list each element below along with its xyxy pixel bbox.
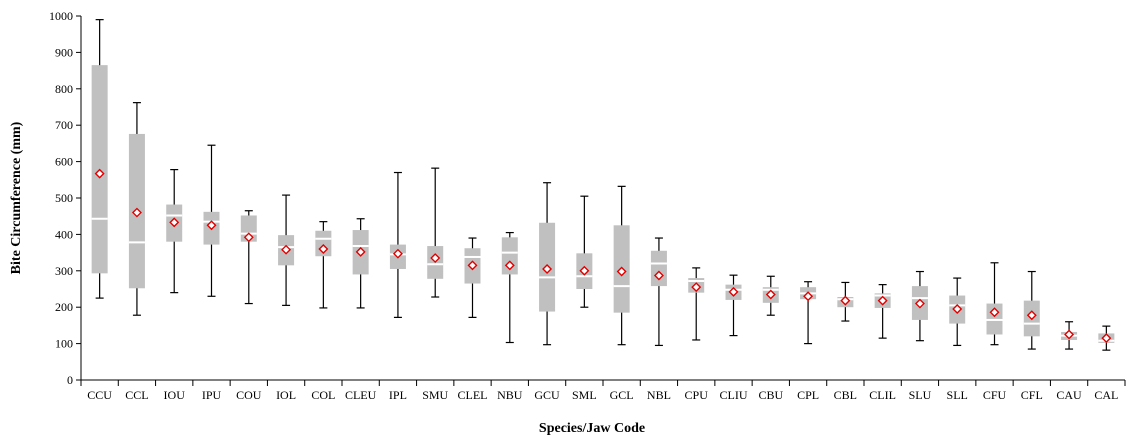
iqr-box — [240, 215, 257, 242]
x-tick-label: CBU — [758, 388, 783, 402]
x-tick-label: SML — [572, 388, 597, 402]
x-tick-label: COL — [311, 388, 335, 402]
mean-marker — [840, 295, 851, 306]
mean-marker — [131, 207, 142, 218]
mean-marker — [691, 282, 702, 293]
mean-marker — [504, 260, 515, 271]
y-tick-label: 800 — [55, 82, 73, 96]
x-tick-label: IPU — [202, 388, 222, 402]
y-tick-label: 1000 — [49, 9, 73, 23]
mean-marker — [877, 295, 888, 306]
x-tick-label: CFU — [983, 388, 1007, 402]
y-tick-label: 200 — [55, 300, 73, 314]
iqr-box — [650, 250, 667, 287]
y-axis-title-group: Bite Circumference (mm) — [9, 121, 24, 274]
mean-marker — [355, 246, 366, 257]
mean-marker — [169, 217, 180, 228]
x-axis-title: Species/Jaw Code — [539, 421, 645, 436]
y-tick-label: 900 — [55, 45, 73, 59]
mean-marker — [1101, 333, 1112, 344]
mean-marker — [952, 304, 963, 315]
mean-marker — [914, 298, 925, 309]
mean-marker — [765, 289, 776, 300]
x-tick-label: GCU — [534, 388, 560, 402]
x-tick-label: IOU — [164, 388, 186, 402]
x-tick-label: CPL — [797, 388, 819, 402]
mean-marker — [392, 248, 403, 259]
y-tick-label: 600 — [55, 155, 73, 169]
mean-marker — [206, 220, 217, 231]
y-axis-title: Bite Circumference (mm) — [9, 121, 24, 274]
mean-marker — [430, 253, 441, 264]
mean-marker — [989, 307, 1000, 318]
mean-marker — [1064, 329, 1075, 340]
y-tick-label: 300 — [55, 264, 73, 278]
mean-marker — [318, 243, 329, 254]
mean-marker — [281, 244, 292, 255]
x-tick-label: COU — [236, 388, 262, 402]
x-tick-label: CCL — [125, 388, 148, 402]
x-tick-label: SLU — [909, 388, 932, 402]
mean-marker — [1026, 310, 1037, 321]
x-tick-label: CCU — [87, 388, 112, 402]
x-tick-label: SMU — [422, 388, 448, 402]
x-tick-label: CLEU — [345, 388, 377, 402]
x-tick-label: NBU — [497, 388, 523, 402]
y-tick-label: 400 — [55, 227, 73, 241]
mean-marker — [94, 168, 105, 179]
plot-layer: 0 100 200 300 400 500 600 700 800 900 1000 CCU CCL IO… — [49, 9, 1126, 402]
mean-marker — [542, 263, 553, 274]
x-tick-label: GCL — [610, 388, 634, 402]
x-tick-label: IPL — [389, 388, 407, 402]
x-tick-label: CLIL — [869, 388, 896, 402]
x-tick-label: CAL — [1094, 388, 1118, 402]
x-tick-label: CBL — [834, 388, 857, 402]
x-tick-label: CAU — [1056, 388, 1082, 402]
mean-marker — [803, 291, 814, 302]
mean-marker — [728, 286, 739, 297]
x-tick-label: IOL — [276, 388, 296, 402]
x-tick-label: CPU — [685, 388, 709, 402]
y-tick-label: 500 — [55, 191, 73, 205]
y-tick-label: 100 — [55, 337, 73, 351]
mean-marker — [243, 232, 254, 243]
y-tick-label: 700 — [55, 118, 73, 132]
y-tick-label: 0 — [67, 373, 73, 387]
mean-marker — [616, 266, 627, 277]
mean-marker — [653, 270, 664, 281]
mean-marker — [579, 265, 590, 276]
x-tick-label: NBL — [647, 388, 671, 402]
mean-marker — [467, 260, 478, 271]
x-tick-label: CLIU — [720, 388, 748, 402]
x-tick-label: SLL — [947, 388, 968, 402]
x-tick-label: CLEL — [458, 388, 488, 402]
x-tick-label: CFL — [1021, 388, 1043, 402]
